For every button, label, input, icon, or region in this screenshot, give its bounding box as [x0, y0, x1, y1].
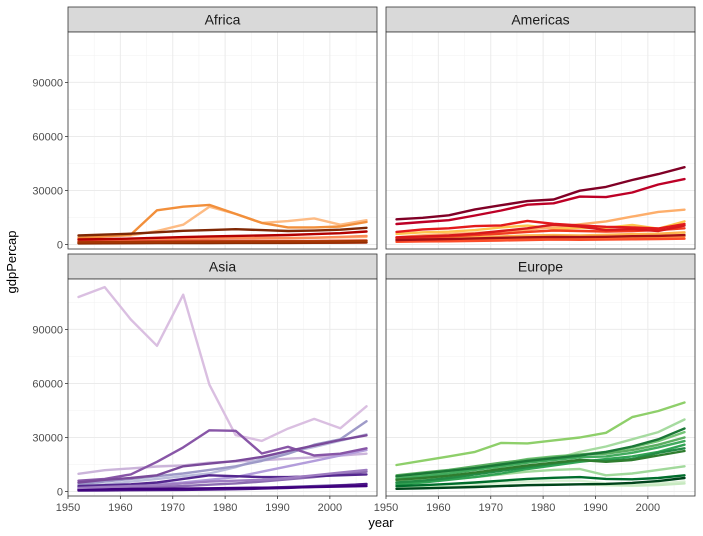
- y-tick-label: 90000: [32, 77, 63, 89]
- series-line-asia-3: [77, 433, 368, 488]
- x-tick-label: 2000: [636, 502, 660, 514]
- panel-border-asia: [67, 278, 378, 497]
- panel-africa: Africa 0 30000 60000 90000: [32, 6, 378, 251]
- series-line-asia-8: [77, 434, 368, 484]
- panel-title-africa: Africa: [205, 12, 241, 28]
- series-line-europe-12: [395, 474, 686, 488]
- series-line-americas-3: [395, 208, 686, 239]
- panel-plot-area-americas: [386, 32, 695, 249]
- x-tick-label: 1990: [583, 502, 607, 514]
- y-axis-title: gdpPercap: [4, 231, 19, 294]
- panel-plot-area-africa: [68, 32, 377, 249]
- series-line-africa-9: [77, 226, 368, 237]
- panel-border-africa: [67, 31, 378, 250]
- x-tick-label: 1980: [213, 502, 237, 514]
- series-line-europe-8: [395, 439, 686, 481]
- x-tick-label: 1960: [426, 502, 450, 514]
- series-line-asia-7: [77, 429, 368, 482]
- series-line-americas-9: [395, 223, 686, 239]
- series-line-africa-8: [77, 230, 368, 241]
- y-tick-label: 60000: [32, 131, 63, 143]
- x-axis-title: year: [368, 515, 394, 530]
- series-line-americas-6: [395, 237, 686, 243]
- x-tick-label: 1970: [479, 502, 503, 514]
- y-tick-label: 90000: [32, 324, 63, 336]
- x-tick-label: 1960: [108, 502, 132, 514]
- x-tick-label: 1950: [374, 502, 398, 514]
- panel-strip-europe: [385, 253, 696, 280]
- panel-plot-area-asia: [68, 279, 377, 496]
- series-line-africa-4: [77, 234, 368, 243]
- x-tick-label: 1970: [161, 502, 185, 514]
- x-tick-label: 1950: [56, 502, 80, 514]
- panel-americas: Americas: [385, 6, 696, 250]
- series-line-africa-11: [77, 239, 368, 244]
- x-tick-label: 1990: [265, 502, 289, 514]
- panel-asia: Asia 0 30000 60000 90000 1950 1960 1970 1980 1990…: [32, 253, 378, 514]
- y-tick-label: 0: [57, 486, 63, 498]
- series-line-americas-10: [395, 177, 686, 226]
- series-line-europe-14: [395, 449, 686, 481]
- x-tick-label: 1980: [531, 502, 555, 514]
- panel-border-americas: [385, 31, 696, 250]
- series-line-asia-13: [77, 468, 368, 490]
- series-line-europe-5: [395, 401, 686, 467]
- series-line-europe-13: [395, 476, 686, 490]
- series-line-americas-11: [395, 166, 686, 221]
- y-tick-label: 0: [57, 239, 63, 251]
- panel-title-americas: Americas: [511, 12, 569, 28]
- panel-strip-africa: [67, 6, 378, 33]
- panel-title-europe: Europe: [518, 259, 563, 275]
- panel-europe: Europe 1950 1960 1970 1980 1990 2000: [374, 253, 696, 514]
- panel-border-europe: [385, 278, 696, 497]
- panels-layer: Africa 0 30000 60000 90000 Americas Asia 0 30000…: [32, 6, 696, 514]
- series-line-asia-1: [77, 285, 368, 443]
- series-line-americas-8: [395, 219, 686, 234]
- y-tick-label: 30000: [32, 185, 63, 197]
- series-line-europe-9: [395, 443, 686, 486]
- series-line-europe-11: [395, 427, 686, 478]
- y-tick-label: 30000: [32, 432, 63, 444]
- series-line-americas-12: [395, 233, 686, 242]
- y-tick-label: 60000: [32, 378, 63, 390]
- panel-title-asia: Asia: [209, 259, 236, 275]
- series-line-asia-12: [77, 484, 368, 491]
- x-tick-label: 2000: [318, 502, 342, 514]
